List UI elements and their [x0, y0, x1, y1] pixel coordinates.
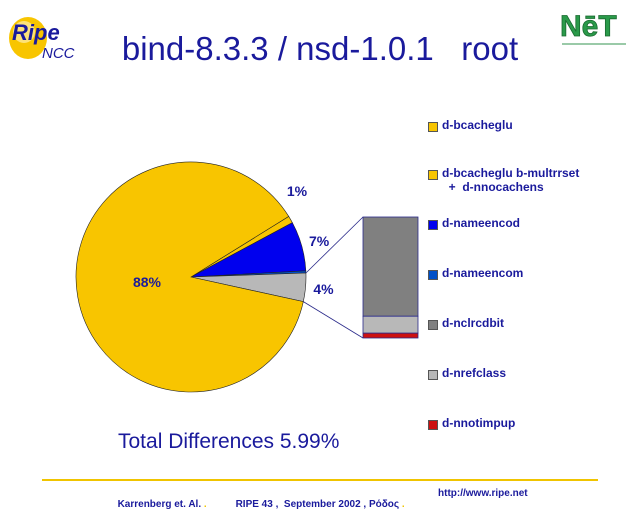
svg-text:Ripe: Ripe	[12, 20, 60, 45]
breakout-bar-d-nrefclass	[362, 315, 419, 334]
pie-label-1-pct: 1%	[287, 183, 308, 199]
legend-swatch	[428, 220, 438, 230]
footer-divider	[42, 479, 598, 481]
legend-label: d-nnotimpup	[442, 416, 516, 430]
pie-label-4-pct: 4%	[313, 281, 334, 297]
footer-url: http://www.ripe.net	[438, 488, 528, 499]
footer-event: RIPE 43 , September 2002 , Ρόδος .	[235, 499, 405, 510]
legend-swatch	[428, 370, 438, 380]
legend-label: d-bcacheglu	[442, 118, 513, 132]
legend-label: d-bcacheglu b-multrrset + d-nnocachens	[442, 166, 580, 194]
legend-label: d-nrefclass	[442, 366, 507, 380]
total-differences: Total Differences 5.99%	[118, 430, 340, 453]
legend-label: d-nclrcdbit	[442, 316, 504, 330]
breakout-bar-d-nclrcdbit	[362, 216, 419, 317]
svg-text:NCC: NCC	[42, 45, 75, 62]
page-title: bind-8.3.3 / nsd-1.0.1 root	[121, 30, 519, 67]
pie-label-7-pct: 7%	[309, 233, 330, 249]
net-logo: NēT	[560, 10, 626, 45]
svg-text:NēT: NēT	[560, 10, 617, 43]
legend-swatch	[428, 122, 438, 132]
legend-swatch	[428, 320, 438, 330]
breakout-connector-top	[305, 216, 364, 274]
pie-label-88-pct: 88%	[133, 274, 162, 290]
footer-authors: Karrenberg et. Al. .	[117, 499, 207, 510]
legend-swatch	[428, 170, 438, 180]
breakout-bar-d-nnotimpup	[362, 332, 419, 339]
ripe-ncc-logo: Ripe NCC	[9, 17, 75, 62]
breakout-connector-bottom	[303, 301, 364, 339]
pie-slice-d-bcacheglu	[75, 161, 304, 393]
legend-swatch	[428, 270, 438, 280]
legend-label: d-nameencom	[442, 266, 524, 280]
legend-swatch	[428, 420, 438, 430]
legend-label: d-nameencod	[442, 216, 521, 230]
